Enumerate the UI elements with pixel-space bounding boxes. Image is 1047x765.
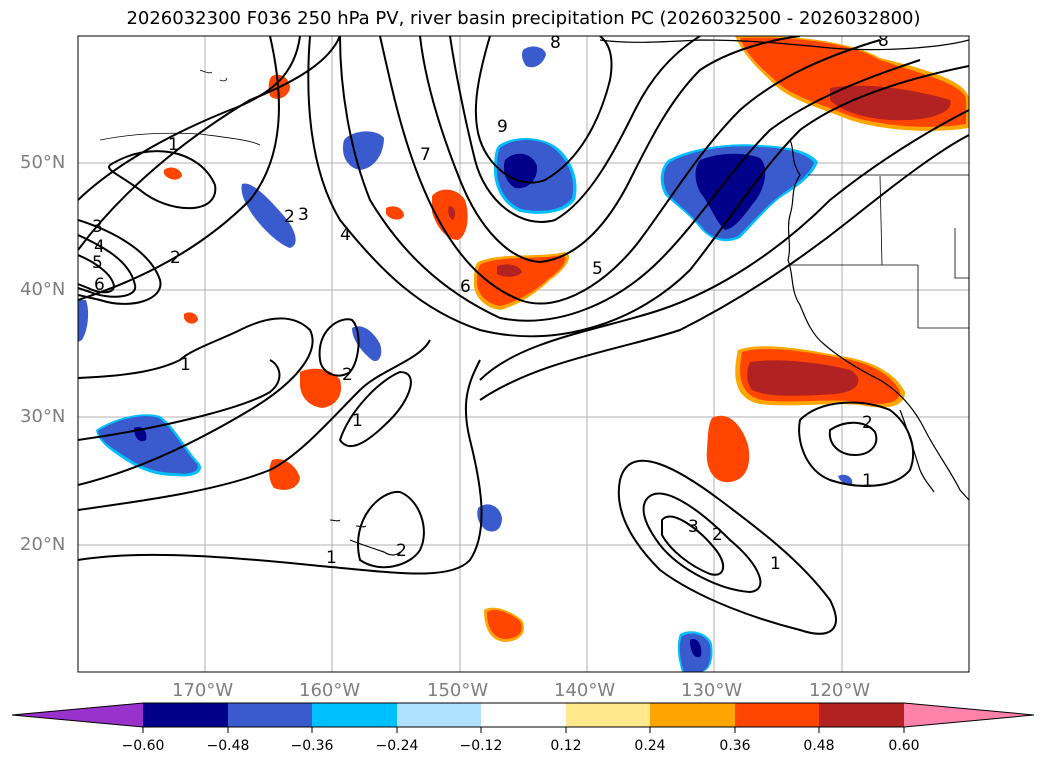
colorbar-swatch: [819, 703, 904, 727]
contour-label: 1: [326, 548, 337, 568]
lon-label: 150°W: [427, 680, 489, 701]
contour-label: 5: [92, 253, 103, 273]
lat-label: 50°N: [20, 152, 66, 173]
contour-label: 2: [170, 248, 181, 268]
colorbar-swatch: [312, 703, 397, 727]
plot-frame: [77, 35, 970, 673]
colorbar-under-arrow: [12, 703, 143, 727]
contour-label: 1: [352, 411, 363, 431]
contour-label: 9: [497, 117, 508, 137]
lat-label: 40°N: [20, 279, 66, 300]
colorbar-tick-label: 0.24: [634, 738, 666, 754]
contour-label: 7: [420, 145, 431, 165]
colorbar-tick-label: −0.24: [375, 738, 419, 754]
colorbar-swatch: [735, 703, 819, 727]
contour-label: 2: [284, 207, 295, 227]
contour-label: 8: [878, 31, 889, 51]
contour-label: 2: [712, 525, 723, 545]
contour-label: 1: [770, 554, 781, 574]
lat-label: 30°N: [20, 406, 66, 427]
contour-label: 5: [592, 259, 603, 279]
coastlines: [99, 36, 969, 556]
colorbar-tick-label: −0.48: [206, 738, 250, 754]
map-plot-area: 1 1 1 1 7 1 1 2 2 2 2 2 2 3 3 3 4 4 5 5 …: [78, 31, 969, 672]
colorbar-tick-label: 0.12: [550, 738, 582, 754]
colorbar-over-arrow: [904, 703, 1034, 727]
contour-label: 3: [92, 217, 103, 237]
colorbar-tick-label: −0.60: [121, 738, 165, 754]
negative-precip-regions: [78, 46, 853, 672]
contour-label: 2: [862, 413, 873, 433]
contour-label: 3: [688, 517, 699, 537]
colorbar-tick-label: 0.36: [719, 738, 751, 754]
pv-contour-labels: 1 1 1 1 7 1 1 2 2 2 2 2 2 3 3 3 4 4 5 5 …: [92, 31, 889, 574]
contour-label: 1: [168, 135, 179, 155]
lon-label: 130°W: [681, 680, 743, 701]
colorbar-swatch: [481, 703, 566, 727]
lat-label: 20°N: [20, 534, 66, 555]
contour-label: 4: [94, 237, 105, 257]
contour-label: 8: [550, 33, 561, 53]
contour-label: 1: [862, 471, 873, 491]
lon-label: 160°W: [299, 680, 361, 701]
colorbar-swatch: [397, 703, 481, 727]
colorbar-swatch: [228, 703, 312, 727]
map-title: 2026032300 F036 250 hPa PV, river basin …: [126, 8, 921, 29]
lon-label: 140°W: [554, 680, 616, 701]
contour-label: 6: [94, 275, 105, 295]
colorbar-swatch: [143, 703, 228, 727]
contour-label: 3: [298, 205, 309, 225]
contour-label: 2: [396, 541, 407, 561]
colorbar-tick-label: −0.36: [290, 738, 334, 754]
lon-label: 120°W: [809, 680, 871, 701]
positive-precip-regions: [164, 36, 969, 642]
colorbar-tick-label: 0.48: [803, 738, 835, 754]
colorbar-swatch: [566, 703, 650, 727]
lon-label: 170°W: [172, 680, 234, 701]
colorbar-swatch: [650, 703, 735, 727]
colorbar: [11, 702, 1035, 733]
contour-label: 2: [342, 365, 353, 385]
contour-label: 6: [460, 277, 471, 297]
contour-label: 4: [340, 225, 351, 245]
contour-label: 1: [180, 355, 191, 375]
colorbar-tick-label: −0.12: [459, 738, 503, 754]
colorbar-tick-label: 0.60: [888, 738, 920, 754]
pv-contours: [78, 36, 969, 635]
